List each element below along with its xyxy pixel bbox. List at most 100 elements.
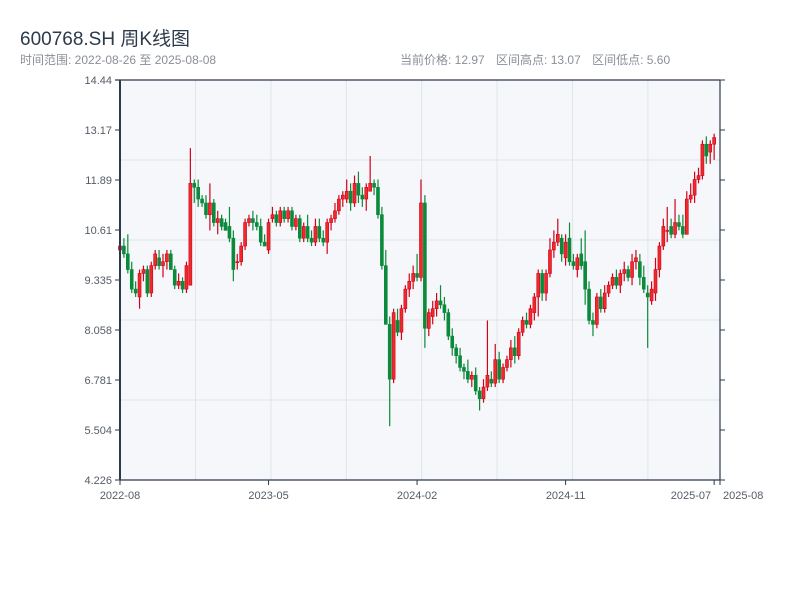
candle-body (235, 261, 240, 264)
candle (497, 351, 501, 384)
candle-body (520, 320, 525, 333)
candle-body (536, 273, 541, 298)
candle (360, 187, 365, 207)
candle (657, 242, 662, 278)
candle-body (180, 280, 185, 290)
candle (555, 218, 560, 247)
candle (278, 206, 283, 227)
candle-body (653, 269, 658, 294)
candle-body (555, 233, 560, 243)
candle-body (606, 284, 611, 294)
candle (532, 293, 537, 321)
candle (395, 308, 400, 337)
candle-body (200, 198, 204, 204)
candle (587, 281, 591, 325)
candle-body (684, 198, 689, 235)
candle-body (411, 273, 415, 282)
candle-body (176, 280, 181, 286)
candle (137, 269, 142, 309)
candle (434, 293, 439, 317)
candle (591, 312, 595, 337)
candle-body (380, 214, 384, 266)
candle-body (169, 253, 173, 270)
candle (344, 179, 349, 203)
candle (364, 183, 369, 211)
candle (399, 304, 404, 341)
candle (579, 238, 584, 270)
candle (712, 133, 716, 160)
candle-body (204, 202, 208, 216)
candle (442, 296, 447, 321)
candle-body (626, 269, 630, 278)
candle (290, 206, 294, 231)
price-stats: 当前价格: 12.97 区间高点: 13.07 区间低点: 5.60 (400, 51, 678, 68)
candle-body (548, 249, 552, 274)
candle (641, 265, 646, 294)
candle-body (575, 257, 580, 270)
candle-body (157, 257, 161, 266)
candle (313, 218, 318, 247)
candle-body (383, 265, 388, 325)
candle-body (579, 253, 584, 266)
candle-body (497, 359, 501, 380)
x-tick-label: 2025-07 (671, 490, 711, 502)
candle-body (426, 312, 431, 329)
candle (411, 265, 415, 290)
candle (356, 171, 361, 203)
candle (172, 265, 177, 290)
candle (540, 269, 544, 301)
y-tick-label: 9.335 (84, 275, 112, 287)
candle-body (700, 143, 705, 176)
candle-body (450, 335, 455, 349)
candle-body (251, 218, 255, 223)
candle-body (630, 261, 634, 278)
candle-body (688, 194, 693, 200)
candle (489, 371, 494, 388)
candle-body (481, 386, 486, 400)
candle (235, 253, 240, 270)
candle-body (442, 304, 447, 313)
candle-body (325, 222, 329, 243)
candle-body (376, 187, 380, 216)
candle (329, 214, 333, 231)
candle-body (532, 296, 537, 313)
candle (309, 230, 314, 247)
candle (348, 183, 353, 211)
candle (196, 179, 200, 207)
candle-body (266, 222, 271, 251)
candle-body (364, 187, 369, 200)
candle (684, 191, 689, 235)
candle-body (509, 347, 513, 360)
candle-body (587, 288, 591, 321)
candle (485, 320, 490, 391)
x-tick-label: 2024-11 (546, 490, 586, 502)
candle-body (473, 374, 478, 392)
candle (669, 218, 673, 239)
candle (376, 179, 380, 219)
candle-body (153, 253, 157, 266)
candle (223, 218, 228, 231)
candle-body (423, 202, 427, 329)
candle (305, 214, 310, 243)
candle-body (583, 261, 587, 290)
candle (450, 328, 455, 356)
candle-body (602, 292, 607, 310)
candle (598, 289, 603, 313)
candle (528, 304, 533, 329)
candle (536, 269, 541, 317)
candle-body (122, 245, 126, 255)
candle (458, 347, 462, 372)
candle (645, 285, 650, 348)
candle (157, 249, 161, 270)
candle-body (622, 269, 627, 274)
candle (145, 265, 150, 297)
candle (473, 367, 478, 395)
candle (403, 285, 408, 313)
candle (286, 206, 290, 223)
candle (169, 249, 173, 270)
candle (372, 179, 376, 196)
candle-body (212, 202, 216, 223)
candle-body (278, 210, 283, 223)
candle (548, 238, 552, 278)
candle (391, 308, 396, 384)
